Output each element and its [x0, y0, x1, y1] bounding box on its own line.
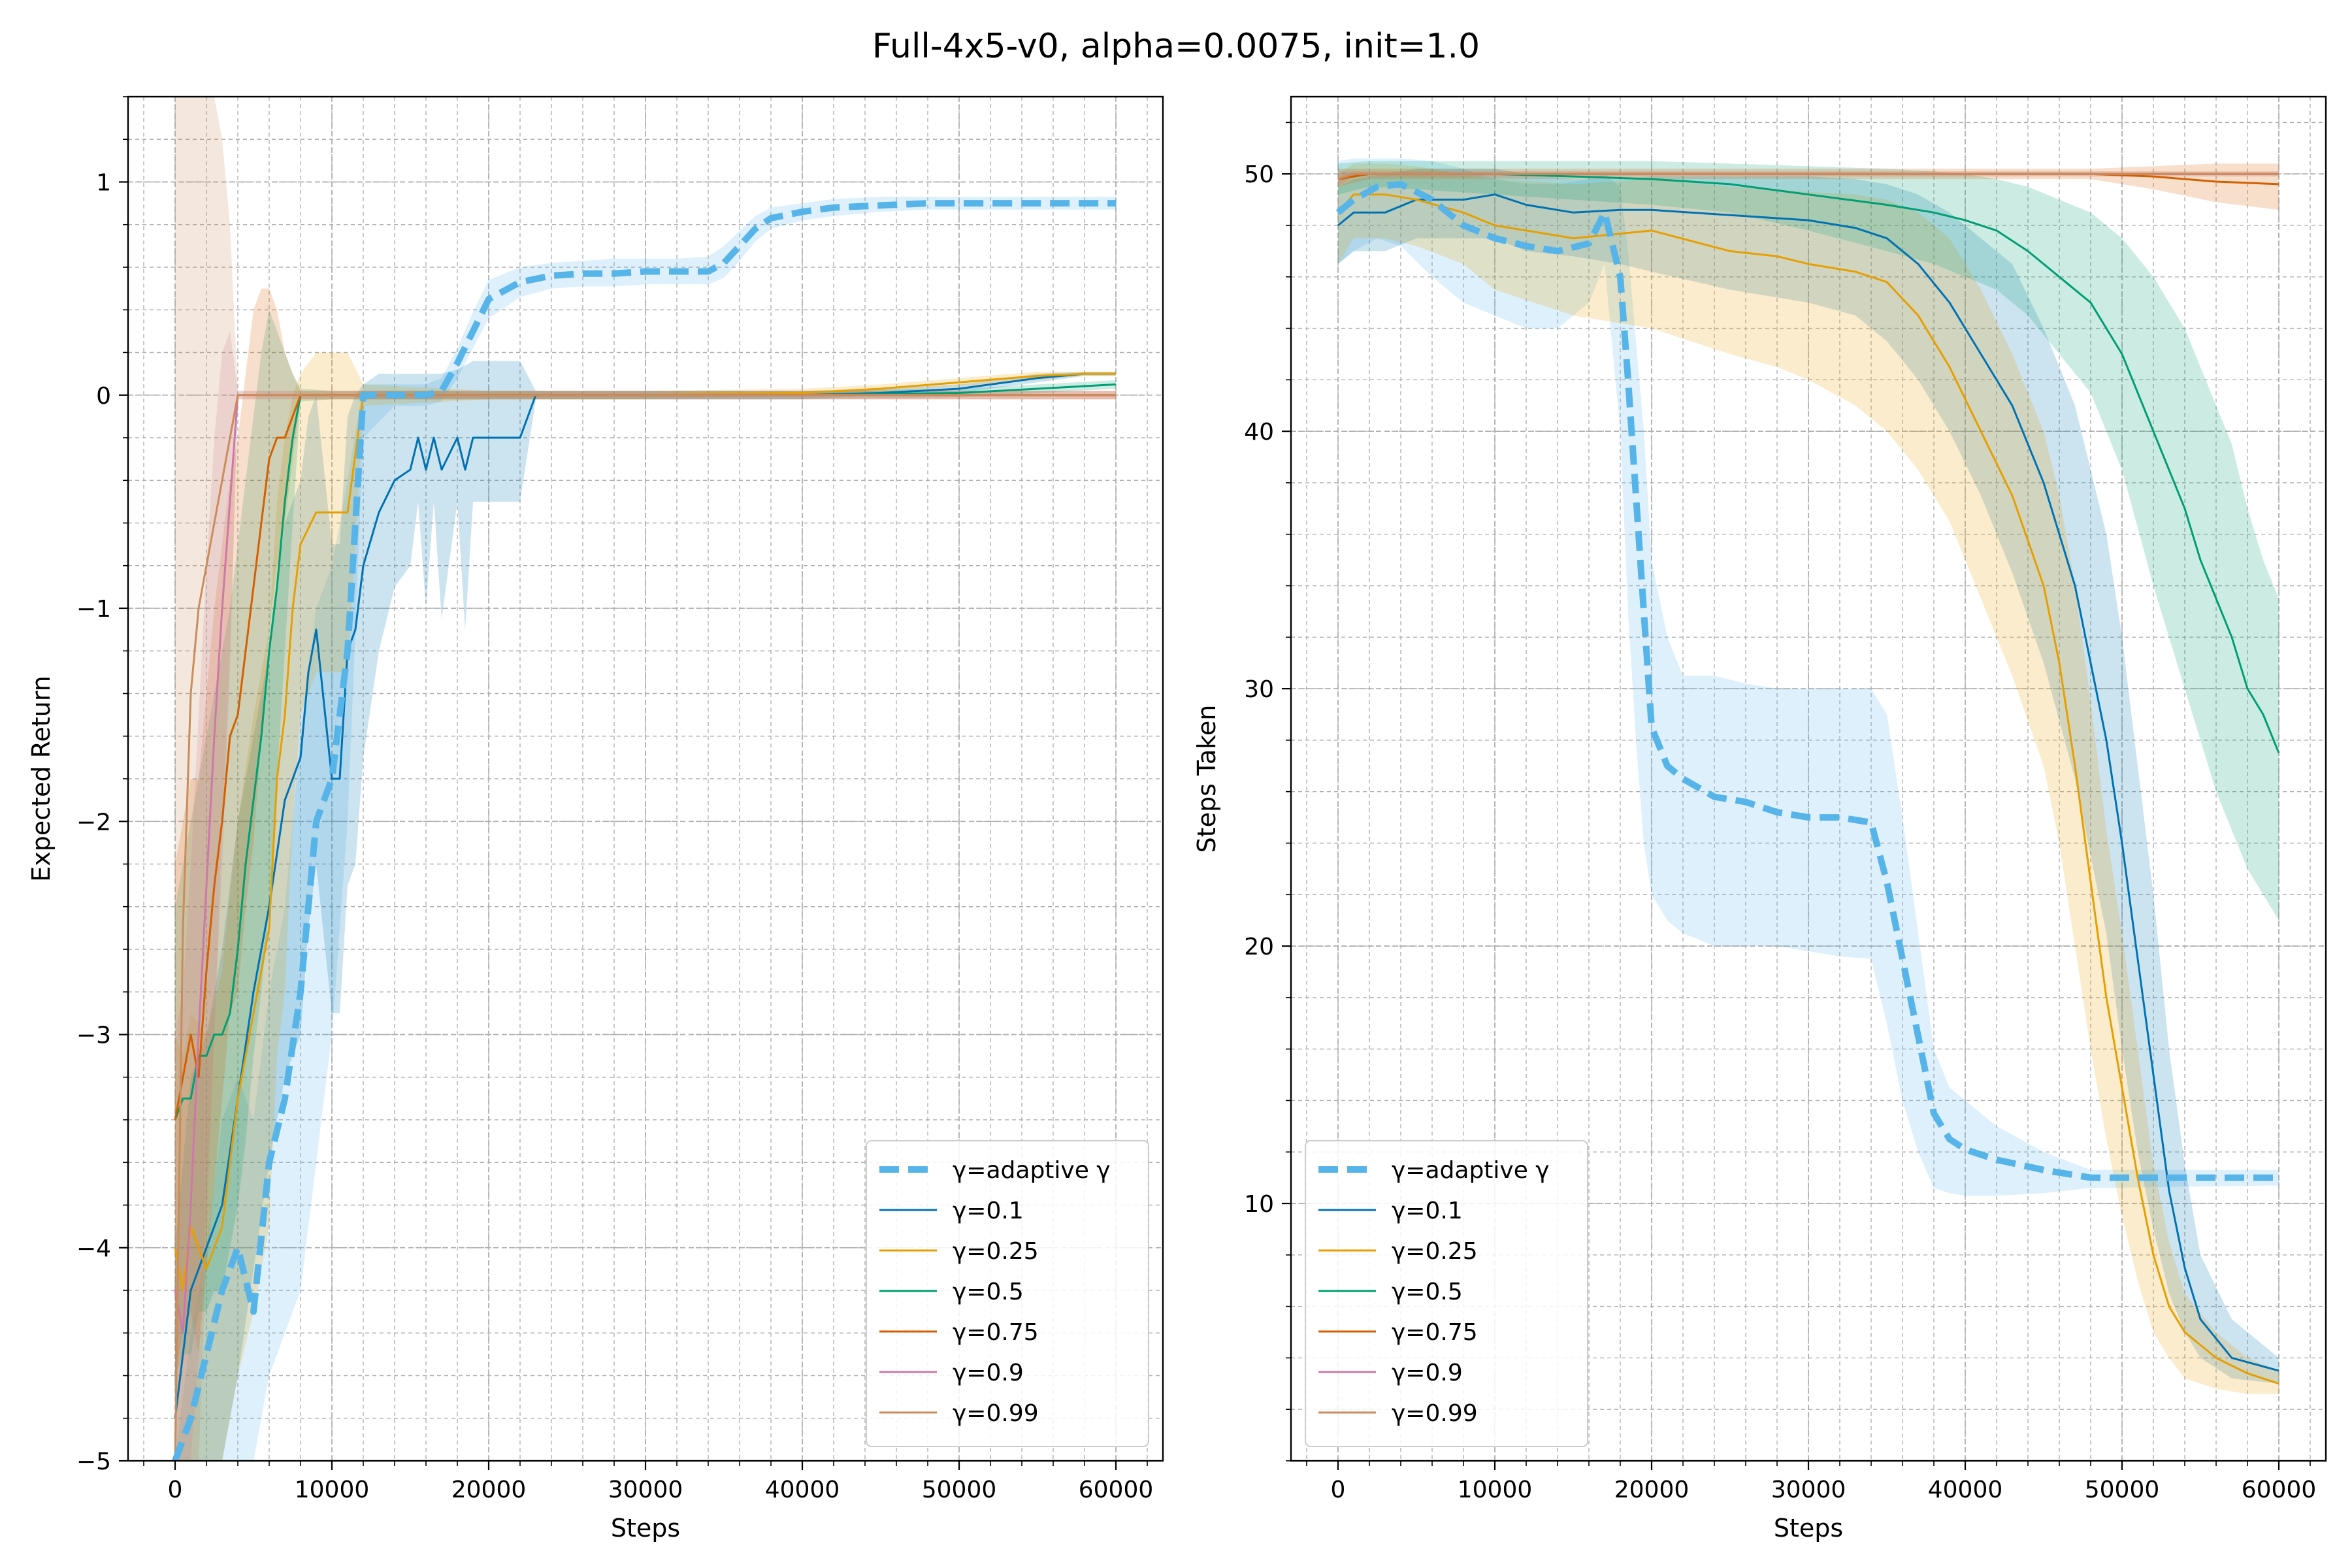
- return-line-series-6: [174, 394, 1116, 1461]
- steps-x-tick-label: 10000: [1458, 1477, 1533, 1503]
- return-legend-label-4: γ=0.75: [953, 1319, 1039, 1346]
- steps-y-axis-label: Steps Taken: [1192, 705, 1221, 853]
- steps-legend-label-4: γ=0.75: [1392, 1319, 1478, 1346]
- steps-x-tick-label: 50000: [2085, 1477, 2160, 1503]
- steps-x-tick-label: 60000: [2242, 1477, 2317, 1503]
- return-line-series-0: [172, 200, 1116, 1461]
- return-panel: 0 10000 20000 30000 40000 50000 60000 −5 −4 −3 −2 −…: [27, 95, 1164, 1543]
- steps-band-series-5: [1338, 171, 2279, 187]
- return-x-axis-label: Steps: [611, 1514, 680, 1543]
- steps-y-tick-label: 30: [1244, 676, 1274, 703]
- steps-legend-label-5: γ=0.9: [1392, 1360, 1463, 1386]
- return-x-tick-label: 30000: [608, 1477, 683, 1503]
- return-legend-label-6: γ=0.99: [953, 1400, 1039, 1427]
- steps-line-series-6: [1337, 172, 2279, 180]
- steps-legend-label-3: γ=0.5: [1392, 1279, 1463, 1305]
- steps-band-series-2: [1338, 163, 2279, 1394]
- steps-ticks: 0 10000 20000 30000 40000 50000 60000 10 20 30 40 5…: [1244, 122, 2316, 1503]
- figure-title: Full-4x5-v0, alpha=0.0075, init=1.0: [872, 27, 1480, 66]
- return-y-tick-label: −3: [76, 1022, 111, 1049]
- return-band-series-4: [175, 288, 1116, 1376]
- steps-lines: [1335, 172, 2280, 1385]
- return-line-series-2: [174, 372, 1116, 1292]
- steps-y-tick-label: 40: [1244, 419, 1274, 446]
- return-x-tick-label: 60000: [1079, 1477, 1154, 1503]
- return-legend-label-5: γ=0.9: [953, 1360, 1024, 1386]
- steps-line-series-2: [1337, 193, 2279, 1385]
- steps-legend-label-1: γ=0.1: [1392, 1198, 1463, 1224]
- return-x-tick-label: 0: [168, 1477, 183, 1503]
- steps-legend-box: [1305, 1140, 1588, 1447]
- steps-line-series-0: [1335, 180, 2279, 1181]
- steps-panel: 0 10000 20000 30000 40000 50000 60000 10 20 30 40 5…: [1192, 95, 2327, 1543]
- return-legend-label-0: γ=adaptive γ: [953, 1157, 1111, 1184]
- return-ticks: 0 10000 20000 30000 40000 50000 60000 −5 −4 −3 −2 −…: [76, 96, 1154, 1503]
- return-legend-label-3: γ=0.5: [953, 1279, 1024, 1305]
- return-y-tick-label: −2: [76, 809, 111, 836]
- return-legend: γ=adaptive γ γ=0.1 γ=0.25 γ=0.5 γ=0.75 γ=0.9 γ…: [866, 1140, 1149, 1447]
- steps-x-tick-label: 20000: [1614, 1477, 1690, 1503]
- return-x-tick-label: 40000: [765, 1477, 840, 1503]
- return-y-axis-label: Expected Return: [27, 676, 56, 881]
- return-x-tick-label: 20000: [451, 1477, 527, 1503]
- steps-line-series-1: [1337, 193, 2279, 1372]
- return-band-series-3: [175, 310, 1116, 1376]
- steps-y-tick-label: 50: [1244, 161, 1274, 188]
- return-x-tick-label: 10000: [295, 1477, 370, 1503]
- steps-x-tick-label: 0: [1331, 1477, 1346, 1503]
- return-bands: [175, 97, 1116, 1461]
- return-line-series-5: [174, 394, 1116, 1334]
- steps-legend-label-2: γ=0.25: [1392, 1238, 1478, 1265]
- steps-band-series-0: [1338, 158, 2279, 1196]
- return-y-tick-label: −5: [76, 1448, 111, 1475]
- steps-x-tick-label: 30000: [1771, 1477, 1846, 1503]
- return-lines: [172, 200, 1117, 1461]
- steps-legend: γ=adaptive γ γ=0.1 γ=0.25 γ=0.5 γ=0.75 γ=0.9 γ…: [1305, 1140, 1588, 1447]
- return-legend-label-1: γ=0.1: [953, 1198, 1024, 1224]
- return-x-tick-label: 50000: [922, 1477, 997, 1503]
- steps-y-tick-label: 20: [1244, 934, 1274, 960]
- steps-x-axis-label: Steps: [1774, 1514, 1843, 1543]
- return-legend-box: [866, 1140, 1149, 1447]
- steps-x-tick-label: 40000: [1928, 1477, 2003, 1503]
- return-y-tick-label: −1: [76, 596, 111, 623]
- steps-legend-label-0: γ=adaptive γ: [1392, 1157, 1550, 1184]
- return-band-series-0: [175, 197, 1116, 1461]
- return-y-tick-label: 0: [96, 383, 111, 410]
- steps-y-tick-label: 10: [1244, 1191, 1274, 1218]
- return-legend-label-2: γ=0.25: [953, 1238, 1039, 1265]
- steps-legend-label-6: γ=0.99: [1392, 1400, 1478, 1427]
- steps-band-series-1: [1338, 169, 2279, 1384]
- steps-line-series-3: [1337, 172, 2280, 754]
- return-y-tick-label: −4: [76, 1235, 111, 1262]
- steps-bands: [1338, 158, 2279, 1394]
- return-y-tick-label: 1: [96, 170, 111, 197]
- steps-band-series-6: [1338, 171, 2279, 187]
- steps-band-series-4: [1338, 163, 2279, 210]
